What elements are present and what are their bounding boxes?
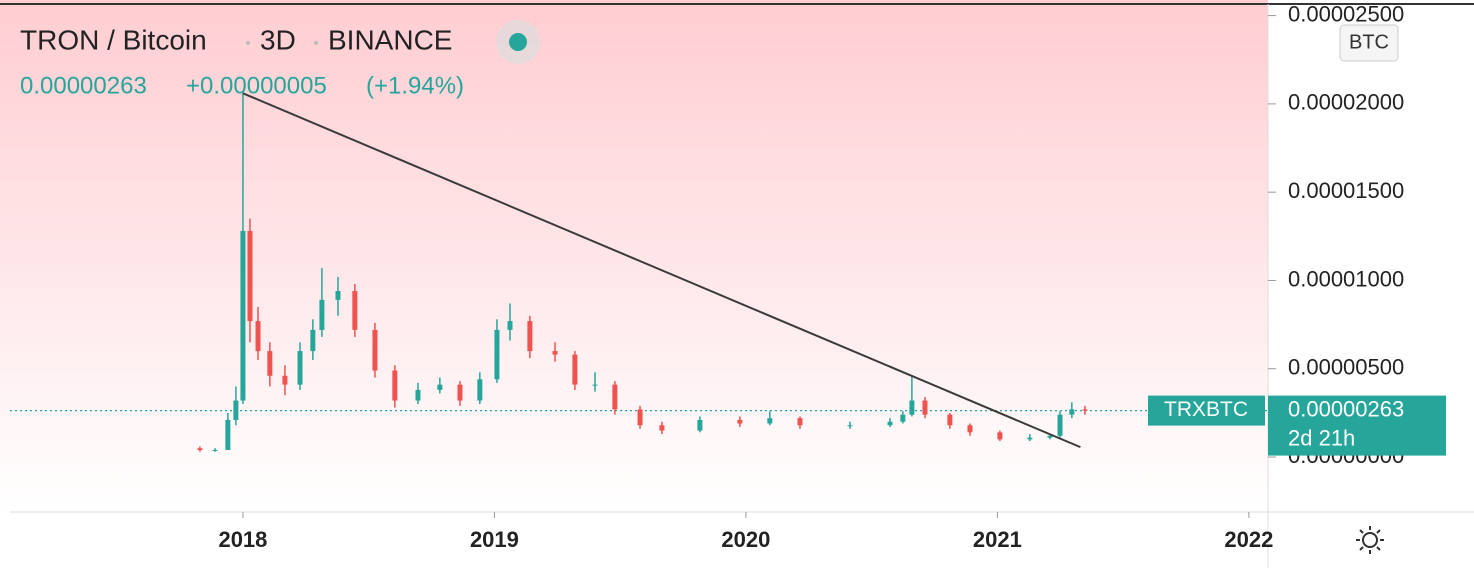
candle-body <box>967 425 973 433</box>
candle-body <box>415 389 421 401</box>
x-tick-label: 2021 <box>973 527 1022 552</box>
title: TRON / Bitcoin <box>20 24 207 55</box>
change: +0.00000005 <box>186 72 327 99</box>
candle-body <box>494 329 500 380</box>
symbol-label-box <box>1148 395 1265 426</box>
candle-body <box>477 379 483 401</box>
candle-body <box>1082 409 1088 411</box>
candle-body <box>392 370 398 401</box>
x-tick-label: 2022 <box>1224 527 1273 552</box>
candle-body <box>352 291 358 330</box>
symbol-label: TRXBTC <box>1164 398 1248 421</box>
candle-body <box>997 432 1003 440</box>
trendline <box>242 92 1081 449</box>
currency-badge[interactable] <box>1339 24 1399 62</box>
candle-body <box>225 419 231 450</box>
x-tick-label: 2020 <box>721 527 770 552</box>
candle-body <box>637 409 643 426</box>
candle-body <box>310 329 316 352</box>
x-tick-label: 2019 <box>470 527 519 552</box>
candle-body <box>737 419 743 424</box>
currency: BTC <box>1349 31 1389 53</box>
y-tick-label: 0.00002500 <box>1288 1 1404 26</box>
plot-background <box>0 0 1268 512</box>
change-pct: (+1.94%) <box>366 72 464 99</box>
settings-icon[interactable] <box>1356 526 1384 554</box>
price-label-box <box>1268 395 1446 456</box>
candle-body <box>255 321 261 352</box>
candle-body <box>507 321 513 330</box>
separator <box>314 41 318 45</box>
candle-body <box>697 419 703 431</box>
candle-body <box>900 414 906 422</box>
candle-body <box>847 425 853 427</box>
candle-body <box>335 291 341 300</box>
candle-body <box>659 425 665 431</box>
candle-body <box>552 351 558 355</box>
candle-body <box>767 418 773 424</box>
y-tick-label: 0.00000500 <box>1288 355 1404 380</box>
candle-body <box>922 400 928 415</box>
candle-body <box>212 449 218 451</box>
candle-body <box>267 351 273 376</box>
separator <box>246 41 250 45</box>
candle-body <box>797 418 803 426</box>
interval: 3D <box>260 24 296 55</box>
y-tick-label: 0.00001500 <box>1288 178 1404 203</box>
candle-body <box>612 384 618 410</box>
candle-body <box>1057 414 1063 436</box>
countdown: 2d 21h <box>1288 425 1355 450</box>
y-tick-label: 0.00002000 <box>1288 90 1404 115</box>
candle-body <box>947 414 953 426</box>
candle-body <box>1069 409 1075 415</box>
candle-body <box>372 329 378 371</box>
candle-body <box>527 321 533 352</box>
candle-body <box>240 231 246 401</box>
last-price: 0.00000263 <box>20 72 147 99</box>
candle-body <box>1027 437 1033 440</box>
candle-body <box>457 384 463 401</box>
candle-body <box>1047 435 1053 438</box>
exchange: BINANCE <box>328 24 452 55</box>
candle-body <box>197 448 203 450</box>
price-label: 0.00000263 <box>1288 396 1404 421</box>
candle-body <box>282 375 288 385</box>
candle-body <box>592 384 598 386</box>
candle-body <box>887 421 893 426</box>
y-tick-label: 0.00001000 <box>1288 266 1404 291</box>
x-tick-label: 2018 <box>218 527 267 552</box>
candle-body <box>247 231 253 322</box>
candle-body <box>233 400 239 420</box>
candle-body <box>297 351 303 385</box>
candle-body <box>572 354 578 385</box>
candle-body <box>437 384 443 390</box>
candle-body <box>319 299 325 330</box>
status-dot[interactable] <box>509 33 527 51</box>
candle-body <box>909 400 915 415</box>
